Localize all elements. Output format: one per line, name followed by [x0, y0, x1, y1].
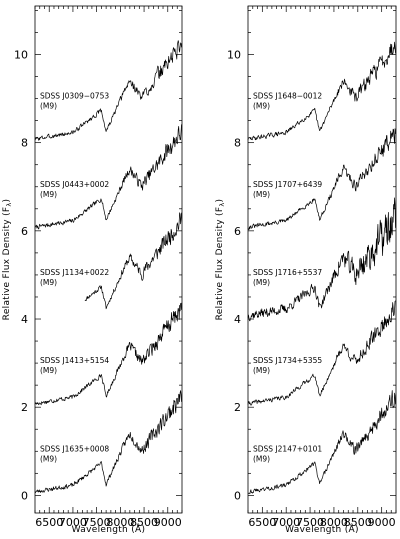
y-tick-label: 10 [14, 48, 28, 61]
x-tick-label: 8000 [106, 516, 134, 529]
x-axis-label: Wavelength (Å) [72, 523, 146, 535]
spectrum-line [84, 212, 182, 310]
y-axis-label: Relative Flux Density (Fλ) [215, 199, 226, 321]
y-tick-label: 6 [21, 225, 28, 238]
spectrum-line [247, 128, 396, 230]
spectral-type-label: (M9) [40, 366, 57, 375]
spectrum-name-label: SDSS J1413+5154 [40, 356, 109, 365]
y-tick-label: 8 [234, 137, 241, 150]
spectrum-line [34, 390, 182, 494]
y-axis-label: Relative Flux Density (Fλ) [2, 199, 13, 321]
y-tick-label: 2 [234, 401, 241, 414]
x-tick-label: 7000 [272, 516, 300, 529]
spectrum-line [247, 197, 396, 322]
spectrum-name-label: SDSS J1648−0012 [253, 92, 322, 101]
x-tick-label: 8500 [344, 516, 372, 529]
spectrum-line [247, 41, 396, 141]
spectrum-line [34, 124, 182, 230]
spectrum-name-label: SDSS J2147+0101 [253, 444, 322, 453]
spectral-type-label: (M9) [253, 190, 270, 199]
plot-frame [34, 5, 183, 514]
spectral-type-label: (M9) [40, 190, 57, 199]
x-tick-label: 7500 [83, 516, 111, 529]
spectrum-name-label: SDSS J1734+5355 [253, 356, 322, 365]
spectral-type-label: (M9) [40, 278, 57, 287]
y-tick-label: 2 [21, 401, 28, 414]
spectral-type-label: (M9) [40, 454, 57, 463]
y-tick-label: 6 [234, 225, 241, 238]
x-axis-label: Wavelength (Å) [285, 523, 359, 535]
spectrum-name-label: SDSS J1134+0022 [40, 268, 109, 277]
spectrum-name-label: SDSS J1635+0008 [40, 444, 109, 453]
x-tick-label: 7500 [296, 516, 324, 529]
x-tick-label: 7000 [59, 516, 87, 529]
spectral-type-label: (M9) [253, 278, 270, 287]
spectrum-name-label: SDSS J1716+5537 [253, 268, 322, 277]
spectrum-line [247, 300, 396, 406]
x-tick-label: 6500 [35, 516, 63, 529]
y-tick-label: 4 [21, 313, 28, 326]
y-tick-label: 0 [234, 489, 241, 502]
spectrum-line [34, 40, 182, 141]
x-tick-label: 8500 [130, 516, 158, 529]
y-tick-label: 10 [227, 48, 241, 61]
x-tick-label: 6500 [248, 516, 276, 529]
spectrum-line [34, 302, 182, 406]
spectrum-name-label: SDSS J1707+6439 [253, 180, 322, 189]
spectrum-name-label: SDSS J0443+0002 [40, 180, 109, 189]
x-tick-label: 9000 [368, 516, 396, 529]
spectral-type-label: (M9) [40, 102, 57, 111]
y-tick-label: 8 [21, 137, 28, 150]
y-tick-label: 0 [21, 489, 28, 502]
plot-frame [247, 5, 397, 514]
spectral-type-label: (M9) [253, 454, 270, 463]
x-tick-label: 8000 [320, 516, 348, 529]
y-tick-label: 4 [234, 313, 241, 326]
x-tick-label: 9000 [154, 516, 182, 529]
spectral-type-label: (M9) [253, 366, 270, 375]
spectral-type-label: (M9) [253, 102, 270, 111]
spectrum-name-label: SDSS J0309−0753 [40, 92, 109, 101]
spectrum-line [247, 390, 396, 495]
